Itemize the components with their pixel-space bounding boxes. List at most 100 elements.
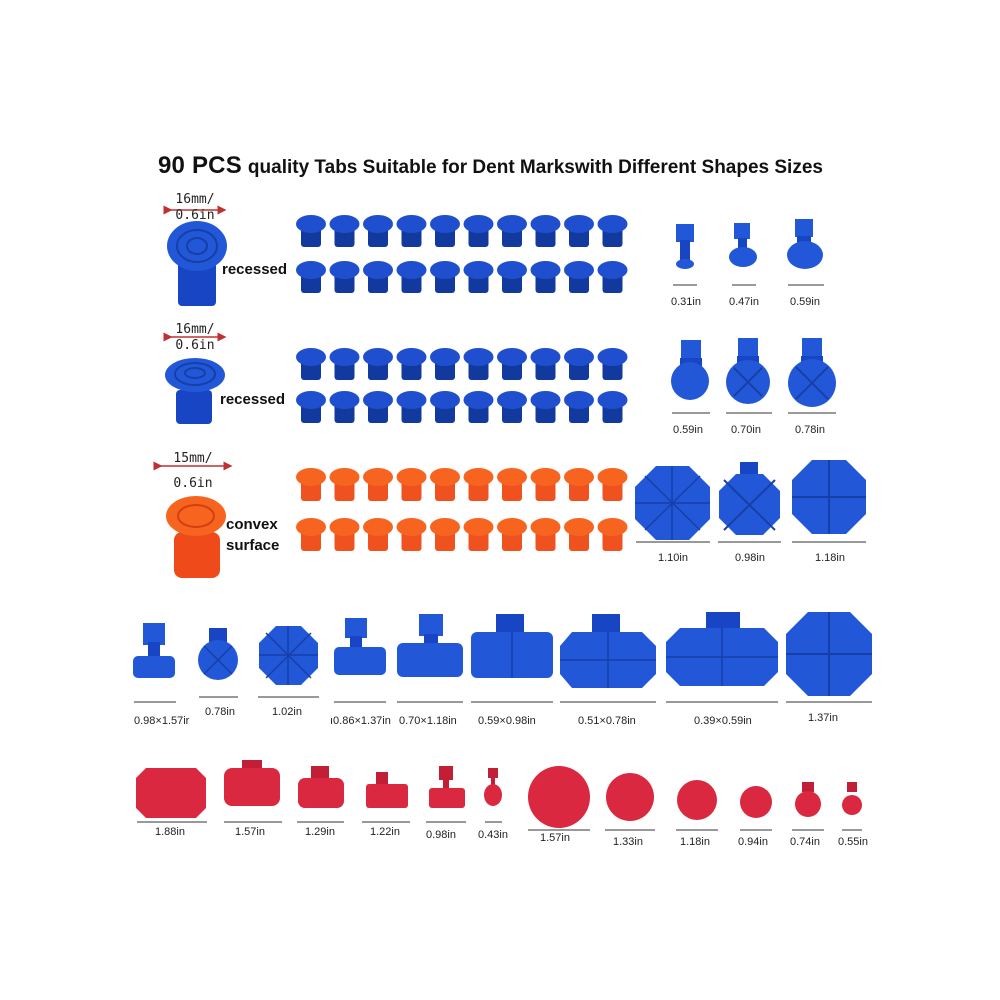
small-tab xyxy=(530,348,561,380)
large-recessed-tab-2 xyxy=(165,358,225,424)
blue-tab-0.86x1.37 xyxy=(334,618,386,675)
size-label: 0.78in xyxy=(795,424,825,436)
dim-row3-bottom: 0.6in xyxy=(173,476,213,491)
size-label: 0.59in xyxy=(790,296,820,308)
size-label: 1.18in xyxy=(815,552,845,564)
row1-label: recessed xyxy=(222,261,288,278)
small-tab xyxy=(329,391,360,423)
small-tab xyxy=(497,215,527,247)
red-tab-1.57 xyxy=(224,768,280,806)
small-tab xyxy=(463,468,494,501)
blue-tab-label: 0.51×0.78in xyxy=(578,715,636,727)
small-tab xyxy=(329,215,360,247)
small-tab xyxy=(296,215,326,247)
red-tab-label: 1.88in xyxy=(155,826,185,838)
red-tab-0.98 xyxy=(429,788,465,808)
blue-tab-row xyxy=(133,612,872,696)
small-tab xyxy=(363,261,393,293)
small-tab xyxy=(497,391,527,423)
hex-tab-0.78in xyxy=(788,338,836,407)
small-tab xyxy=(329,261,360,293)
dim-row2-top: 16mm/ xyxy=(175,322,215,337)
blue-tab-label: 0.98×1.57ir xyxy=(134,715,190,727)
small-tab xyxy=(564,348,594,380)
title-count: 90 PCS xyxy=(158,152,242,179)
small-tab xyxy=(463,348,494,380)
red-tab-0.74 xyxy=(795,791,821,817)
octagon-tab-0.98in xyxy=(719,462,780,535)
octagon-tab-1.18in xyxy=(792,460,866,534)
red-tab-label: 1.18in xyxy=(680,836,710,848)
small-tab xyxy=(296,261,326,293)
tab-grid-orange-cells xyxy=(296,468,628,551)
row2-label: recessed xyxy=(220,391,286,408)
small-tab xyxy=(329,518,360,551)
small-tab xyxy=(430,468,460,501)
small-tab xyxy=(497,518,527,551)
small-tab xyxy=(463,391,494,423)
blue-tab-label: 0.78in xyxy=(205,706,235,718)
dim-row2-bottom: 0.6in xyxy=(175,338,215,353)
red-tab-label: 1.57in xyxy=(540,832,570,844)
size-label: 0.70in xyxy=(731,424,761,436)
hex-tab-0.70in xyxy=(726,338,770,404)
blue-tab-0.59x0.98 xyxy=(471,614,553,678)
blue-tab-label: 0.59×0.98in xyxy=(478,715,536,727)
small-tab xyxy=(396,215,427,247)
small-tab xyxy=(329,348,360,380)
tab-grid-blue-2-cells xyxy=(296,348,628,423)
red-tab-label: 1.57in xyxy=(235,826,265,838)
small-tab xyxy=(497,348,527,380)
red-tab-label: 0.43in xyxy=(478,829,508,841)
blue-tab-0.39x0.59 xyxy=(666,612,778,686)
small-tab xyxy=(564,215,594,247)
row3-label-line2: surface xyxy=(226,537,280,554)
small-tab xyxy=(597,518,628,551)
hex-tab-0.47in xyxy=(729,223,757,267)
small-tab xyxy=(396,261,427,293)
red-tab-1.18 xyxy=(677,780,717,820)
small-tab xyxy=(463,518,494,551)
small-tab xyxy=(363,348,393,380)
blue-tab-0.78 xyxy=(198,628,238,680)
small-tab xyxy=(430,348,460,380)
blue-tab-label: 0.39×0.59in xyxy=(694,715,752,727)
large-recessed-tab-1 xyxy=(167,221,227,306)
small-tab xyxy=(530,518,561,551)
size-label: 0.47in xyxy=(729,296,759,308)
small-tab xyxy=(463,215,494,247)
red-tab-0.43 xyxy=(484,784,502,806)
dim-row1-bottom: 0.6in xyxy=(175,208,215,223)
blue-tab-1.37 xyxy=(786,612,872,696)
small-tab xyxy=(296,518,326,551)
red-tab-1.33 xyxy=(606,773,654,821)
small-tab xyxy=(396,518,427,551)
dim-row1-top: 16mm/ xyxy=(175,192,215,207)
row3-label-line1: convex xyxy=(226,516,278,533)
small-tab xyxy=(363,468,393,501)
small-tab xyxy=(296,348,326,380)
small-tab xyxy=(597,468,628,501)
blue-tab-label: 1.37in xyxy=(808,712,838,724)
small-tab xyxy=(463,261,494,293)
small-tab xyxy=(363,391,393,423)
dim-row3-top: 15mm/ xyxy=(173,451,213,466)
red-tab-1.57-round xyxy=(528,766,590,828)
small-tab xyxy=(396,391,427,423)
small-tab xyxy=(430,261,460,293)
size-label: 0.59in xyxy=(673,424,703,436)
hex-tab-0.31in xyxy=(676,224,694,269)
small-tab xyxy=(530,261,561,293)
hex-tab-0.59in-b xyxy=(671,340,709,400)
small-tab xyxy=(530,391,561,423)
small-tab xyxy=(530,468,561,501)
blue-tab-label: 1.02in xyxy=(272,706,302,718)
red-tab-label: 1.22in xyxy=(370,826,400,838)
red-tab-1.29 xyxy=(298,778,344,808)
small-tab xyxy=(296,391,326,423)
small-tab xyxy=(430,518,460,551)
blue-tab-1.02 xyxy=(259,626,318,685)
small-tab xyxy=(530,215,561,247)
blue-tab-0.98x1.57 xyxy=(133,623,175,678)
size-label: 0.31in xyxy=(671,296,701,308)
